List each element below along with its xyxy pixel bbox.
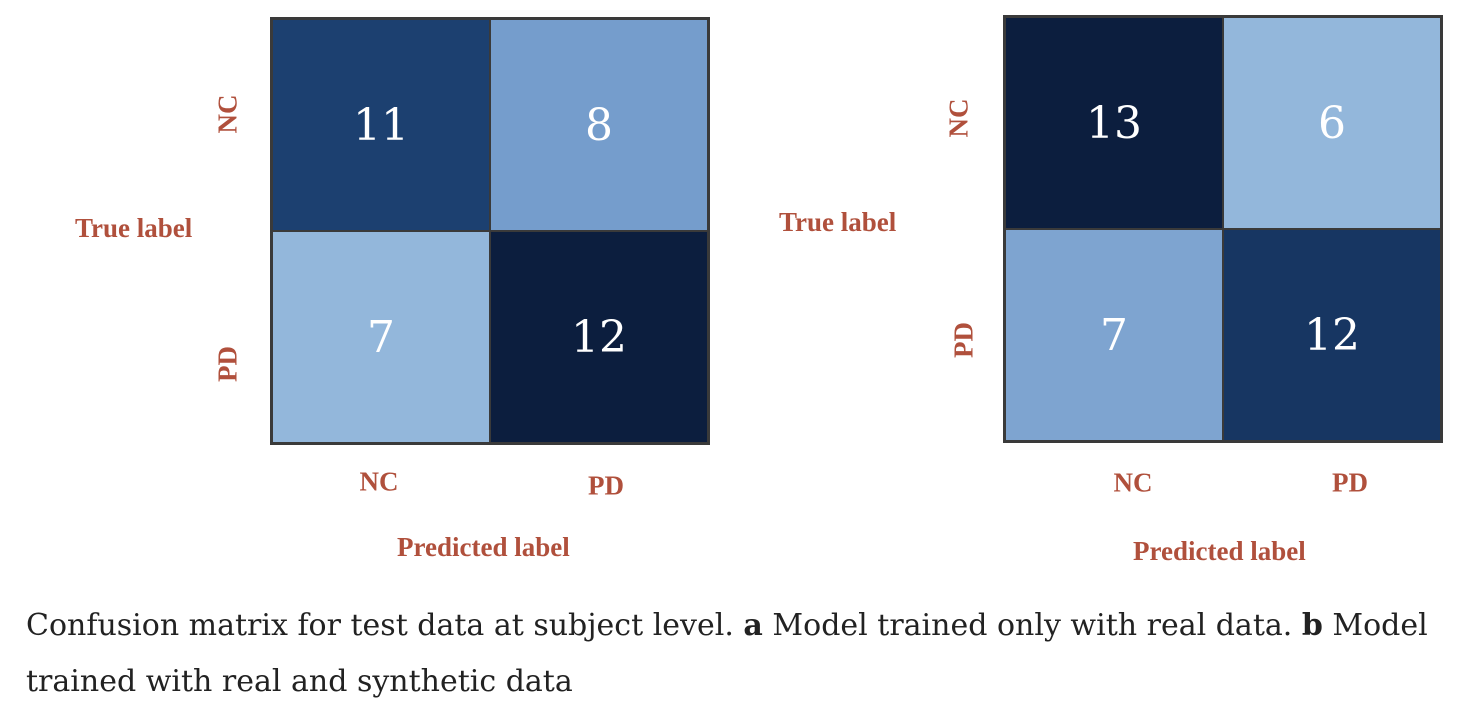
matrix-grid-a: 11 8 7 12 xyxy=(270,17,710,445)
y-tick-label-a-1: PD xyxy=(212,346,243,382)
matrix-cell-a-0-1: 8 xyxy=(490,19,708,231)
y-tick-label-a-0: NC xyxy=(212,94,243,134)
matrix-cell-b-0-0: 13 xyxy=(1005,17,1223,229)
x-tick-label-a-1: PD xyxy=(588,470,624,501)
x-axis-label-b: Predicted label xyxy=(1133,536,1306,566)
caption-label-b: b xyxy=(1301,608,1323,643)
y-tick-label-b-0: NC xyxy=(943,98,974,138)
x-tick-label-b-0: NC xyxy=(1113,467,1153,498)
caption-text-1: Confusion matrix for test data at subjec… xyxy=(26,608,744,643)
x-tick-label-b-1: PD xyxy=(1332,467,1368,498)
matrix-cell-b-0-1: 6 xyxy=(1223,17,1441,229)
matrix-cell-b-1-1: 12 xyxy=(1223,229,1441,441)
y-axis-label-b: True label xyxy=(779,207,897,237)
x-axis-label-a: Predicted label xyxy=(397,532,570,562)
matrix-cell-a-1-1: 12 xyxy=(490,231,708,443)
matrix-cell-a-1-0: 7 xyxy=(272,231,490,443)
y-axis-label-a: True label xyxy=(75,213,193,243)
matrix-cell-b-1-0: 7 xyxy=(1005,229,1223,441)
caption-text-2: Model trained only with real data. xyxy=(762,608,1302,643)
y-tick-label-b-1: PD xyxy=(948,322,979,358)
figure-caption: Confusion matrix for test data at subjec… xyxy=(26,598,1446,710)
caption-text-3: Model trained with real and synthetic da… xyxy=(26,608,1428,699)
matrix-cell-a-0-0: 11 xyxy=(272,19,490,231)
caption-label-a: a xyxy=(743,608,763,643)
matrix-grid-b: 13 6 7 12 xyxy=(1003,15,1443,443)
x-tick-label-a-0: NC xyxy=(359,466,399,497)
figure: 11 8 7 12 True label NC PD NC PD Predicted … xyxy=(75,15,1443,566)
